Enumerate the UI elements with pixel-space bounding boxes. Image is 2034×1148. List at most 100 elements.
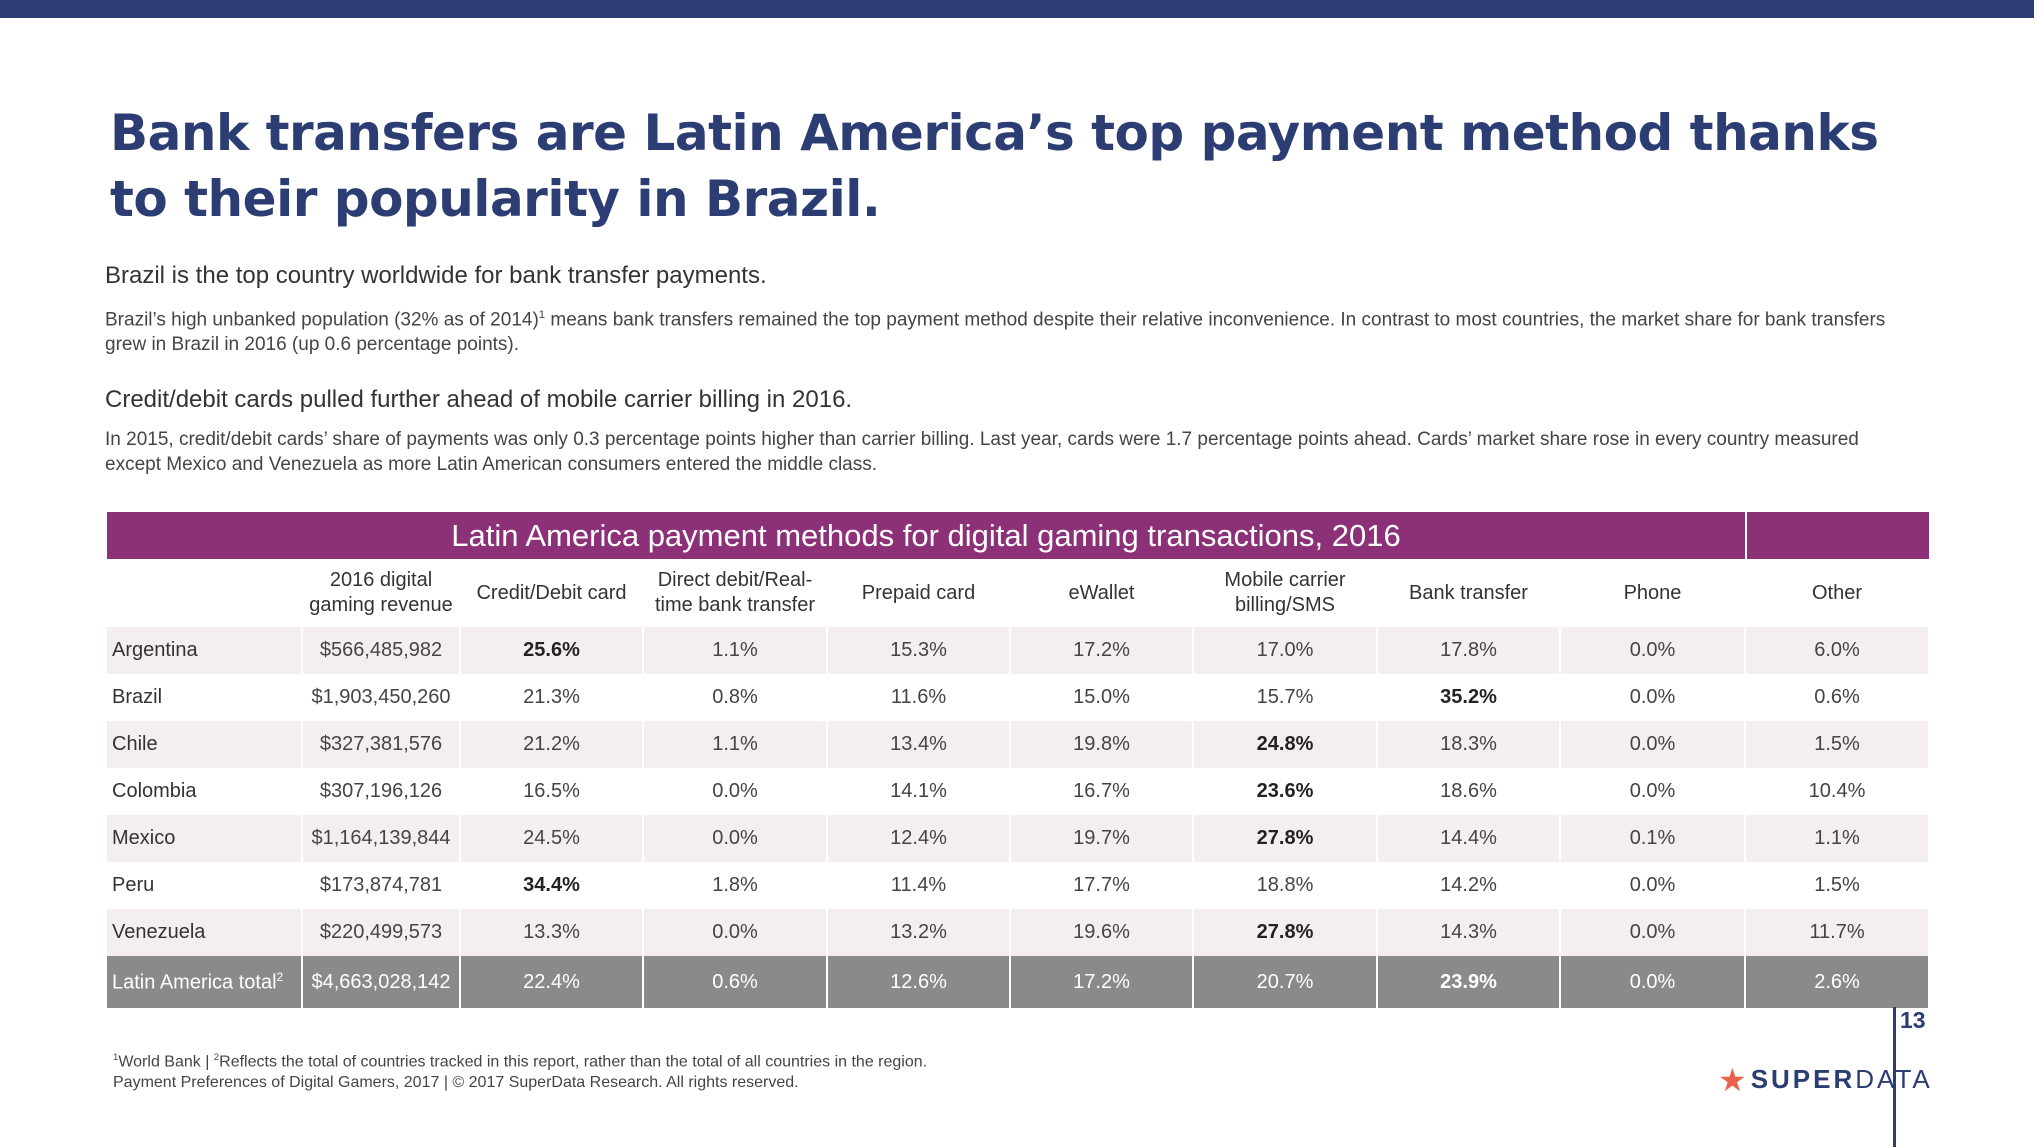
header-revenue: 2016 digital gaming revenue: [309, 569, 453, 616]
table-row: Venezuela $220,499,573 13.3% 0.0% 13.2% 19.6%…: [107, 909, 1930, 956]
cell-prepaid: 11.4%: [827, 862, 1011, 909]
cell-direct: 1.8%: [643, 862, 828, 909]
table-title-cap: [1747, 512, 1929, 559]
cell-direct: 0.0%: [643, 815, 828, 862]
cell-bank: 23.9%: [1377, 956, 1561, 1008]
page-title: Bank transfers are Latin America’s top p…: [110, 104, 1879, 228]
cell-bank: 35.2%: [1377, 674, 1561, 721]
cell-bank: 17.8%: [1377, 627, 1561, 674]
table-row: Brazil $1,903,450,260 21.3% 0.8% 11.6% 15.0% 1…: [107, 674, 1930, 721]
superdata-logo: ★ SUPERDATA: [1718, 1061, 1933, 1098]
cell-credit: 25.6%: [460, 627, 644, 674]
cell-mobile: 23.6%: [1193, 768, 1378, 815]
cell-direct: 1.1%: [643, 627, 828, 674]
footnote-copyright: Payment Preferences of Digital Gamers, 2…: [113, 1074, 799, 1091]
cell-phone: 0.1%: [1560, 815, 1746, 862]
cell-phone: 0.0%: [1560, 721, 1746, 768]
table-row: Colombia $307,196,126 16.5% 0.0% 14.1% 16.7% 2…: [107, 768, 1930, 815]
cell-revenue: $1,164,139,844: [302, 815, 461, 862]
cell-bank: 18.3%: [1377, 721, 1561, 768]
cell-direct: 0.6%: [643, 956, 828, 1008]
cell-other: 2.6%: [1745, 956, 1930, 1008]
total-row: Latin America total2 $4,663,028,142 22.4% 0…: [107, 956, 1930, 1008]
cell-credit: 13.3%: [460, 909, 644, 956]
cell-direct: 0.8%: [643, 674, 828, 721]
cell-phone: 0.0%: [1560, 956, 1746, 1008]
cell-country: Colombia: [107, 768, 303, 815]
header-country: [107, 559, 302, 627]
cell-prepaid: 12.6%: [827, 956, 1011, 1008]
section2-heading: Credit/debit cards pulled further ahead …: [105, 386, 853, 413]
cell-country: Latin America total2: [107, 956, 303, 1008]
cell-other: 1.5%: [1745, 721, 1930, 768]
cell-phone: 0.0%: [1560, 909, 1746, 956]
cell-mobile: 20.7%: [1193, 956, 1378, 1008]
cell-phone: 0.0%: [1560, 862, 1746, 909]
cell-direct: 1.1%: [643, 721, 828, 768]
section1-heading: Brazil is the top country worldwide for …: [105, 262, 767, 289]
cell-revenue: $1,903,450,260: [302, 674, 461, 721]
cell-credit: 16.5%: [460, 768, 644, 815]
cell-bank: 14.4%: [1377, 815, 1561, 862]
table-header-row: 2016 digital gaming revenue Credit/Debit …: [107, 559, 1929, 627]
cell-credit: 34.4%: [460, 862, 644, 909]
cell-bank: 18.6%: [1377, 768, 1561, 815]
header-phone: Phone: [1623, 581, 1682, 604]
cell-other: 11.7%: [1745, 909, 1930, 956]
cell-phone: 0.0%: [1560, 768, 1746, 815]
payment-methods-table: Latin America payment methods for digita…: [107, 512, 1930, 1008]
star-icon: ★: [1718, 1061, 1747, 1098]
cell-bank: 14.2%: [1377, 862, 1561, 909]
cell-other: 1.5%: [1745, 862, 1930, 909]
cell-ewallet: 16.7%: [1010, 768, 1194, 815]
top-accent-bar: [0, 0, 2034, 18]
cell-ewallet: 19.7%: [1010, 815, 1194, 862]
cell-phone: 0.0%: [1560, 674, 1746, 721]
cell-revenue: $566,485,982: [302, 627, 461, 674]
page-number: 13: [1900, 1007, 1926, 1033]
logo-text: SUPERDATA: [1750, 1064, 1933, 1094]
cell-prepaid: 14.1%: [827, 768, 1011, 815]
cell-prepaid: 15.3%: [827, 627, 1011, 674]
cell-credit: 22.4%: [460, 956, 644, 1008]
cell-ewallet: 19.6%: [1010, 909, 1194, 956]
table-row: Peru $173,874,781 34.4% 1.8% 11.4% 17.7% 18.8%…: [107, 862, 1930, 909]
cell-ewallet: 17.2%: [1010, 956, 1194, 1008]
cell-direct: 0.0%: [643, 768, 828, 815]
section1-body: Brazil’s high unbanked population (32% a…: [105, 309, 1886, 356]
cell-country: Mexico: [107, 815, 303, 862]
cell-ewallet: 15.0%: [1010, 674, 1194, 721]
cell-prepaid: 12.4%: [827, 815, 1011, 862]
page-number-divider: [1893, 1007, 1896, 1147]
cell-credit: 21.3%: [460, 674, 644, 721]
cell-revenue: $4,663,028,142: [302, 956, 461, 1008]
header-mobile: Mobile carrier billing/SMS: [1224, 569, 1346, 616]
cell-ewallet: 17.7%: [1010, 862, 1194, 909]
cell-bank: 14.3%: [1377, 909, 1561, 956]
header-ewallet: eWallet: [1068, 581, 1135, 604]
cell-direct: 0.0%: [643, 909, 828, 956]
cell-ewallet: 17.2%: [1010, 627, 1194, 674]
footnote-sources: 1World Bank | 2Reflects the total of cou…: [113, 1052, 928, 1071]
table-title: Latin America payment methods for digita…: [107, 512, 1745, 559]
cell-mobile: 17.0%: [1193, 627, 1378, 674]
cell-other: 10.4%: [1745, 768, 1930, 815]
header-credit: Credit/Debit card: [476, 581, 627, 604]
cell-mobile: 24.8%: [1193, 721, 1378, 768]
cell-credit: 24.5%: [460, 815, 644, 862]
table-row: Chile $327,381,576 21.2% 1.1% 13.4% 19.8% 24.8…: [107, 721, 1930, 768]
cell-mobile: 27.8%: [1193, 815, 1378, 862]
cell-country: Chile: [107, 721, 303, 768]
section2-body: In 2015, credit/debit cards’ share of pa…: [105, 429, 1859, 475]
cell-revenue: $220,499,573: [302, 909, 461, 956]
header-direct: Direct debit/Real-time bank transfer: [654, 569, 816, 616]
table-row: Argentina $566,485,982 25.6% 1.1% 15.3% 17.2%…: [107, 627, 1930, 674]
cell-country: Brazil: [107, 674, 303, 721]
cell-other: 1.1%: [1745, 815, 1930, 862]
cell-prepaid: 13.2%: [827, 909, 1011, 956]
header-bank: Bank transfer: [1409, 581, 1528, 604]
cell-revenue: $307,196,126: [302, 768, 461, 815]
cell-mobile: 18.8%: [1193, 862, 1378, 909]
cell-prepaid: 13.4%: [827, 721, 1011, 768]
cell-mobile: 15.7%: [1193, 674, 1378, 721]
